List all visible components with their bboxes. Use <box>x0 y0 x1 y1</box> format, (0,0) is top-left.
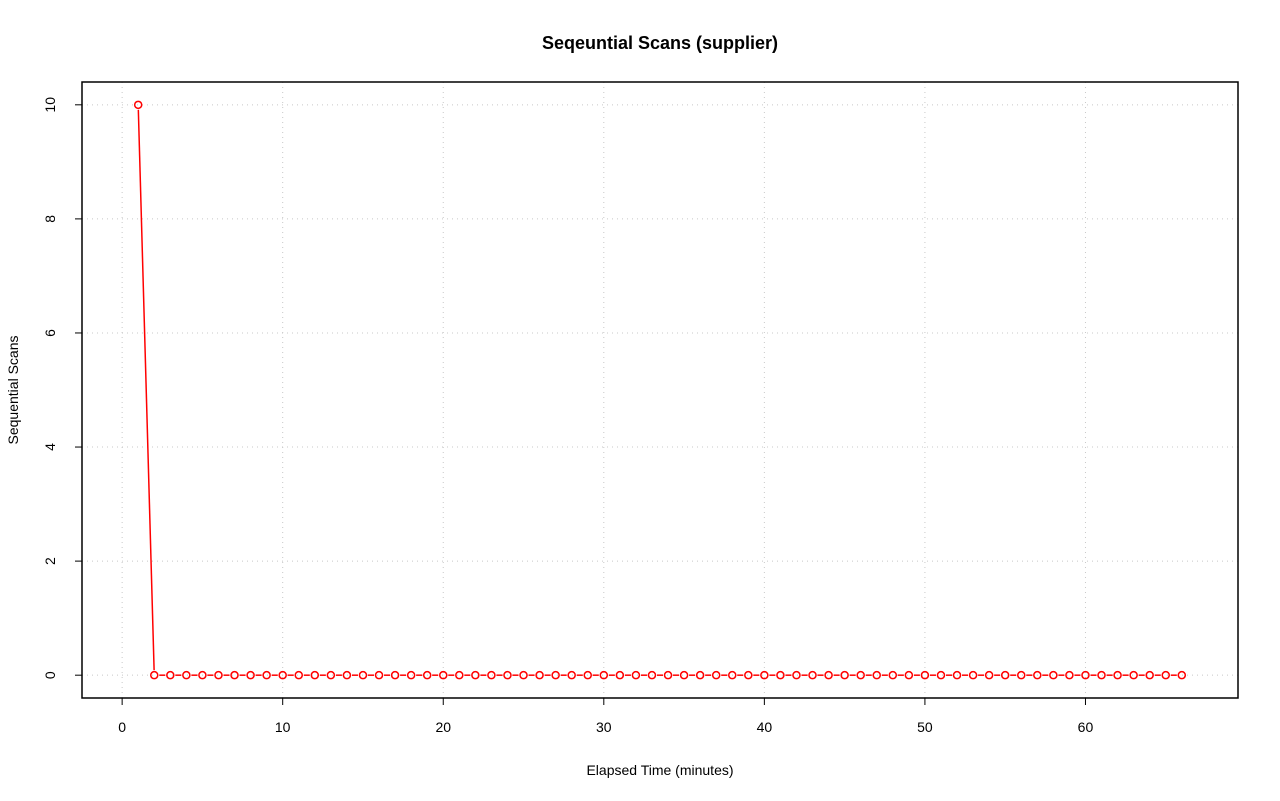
data-point-14 <box>358 670 368 680</box>
y-tick-label-2: 4 <box>42 443 58 451</box>
data-point-12 <box>326 670 336 680</box>
plot-frame <box>81 81 1239 699</box>
data-point-42 <box>808 670 817 680</box>
data-point-30 <box>615 670 625 680</box>
data-point-0 <box>133 100 143 110</box>
data-point-54 <box>1000 670 1010 680</box>
data-point-20 <box>455 670 464 680</box>
data-point-33 <box>663 670 673 680</box>
data-point-51 <box>952 670 962 680</box>
data-point-10 <box>294 670 303 680</box>
data-point-6 <box>230 670 239 680</box>
y-axis-label: Sequential Scans <box>5 336 21 445</box>
data-point-22 <box>487 670 496 680</box>
data-point-26 <box>551 670 560 680</box>
data-point-61 <box>1113 670 1122 680</box>
data-point-32 <box>647 670 657 680</box>
x-tick-label-3: 30 <box>596 719 612 735</box>
x-tick-label-4: 40 <box>757 719 773 735</box>
data-point-64 <box>1161 670 1170 680</box>
chart-title: Seqeuntial Scans (supplier) <box>542 33 778 53</box>
data-point-44 <box>840 670 849 680</box>
data-point-13 <box>342 670 352 680</box>
data-point-50 <box>936 670 946 680</box>
x-tick-label-0: 0 <box>118 719 126 735</box>
x-tick-label-5: 50 <box>917 719 933 735</box>
data-point-24 <box>519 670 528 680</box>
data-point-63 <box>1145 670 1154 680</box>
data-point-17 <box>406 670 416 680</box>
data-point-18 <box>422 670 432 680</box>
data-point-60 <box>1097 670 1106 680</box>
data-point-27 <box>567 670 576 680</box>
data-point-5 <box>214 670 223 680</box>
series-supplier <box>133 100 1187 680</box>
data-point-23 <box>503 670 512 680</box>
y-tick-label-5: 10 <box>42 97 58 113</box>
data-point-21 <box>471 670 480 680</box>
data-point-28 <box>583 670 592 680</box>
data-point-49 <box>920 670 930 680</box>
data-point-25 <box>535 670 544 680</box>
x-tick-label-6: 60 <box>1078 719 1094 735</box>
data-point-38 <box>744 670 753 680</box>
data-point-59 <box>1081 670 1090 680</box>
data-point-36 <box>711 670 721 680</box>
y-tick-label-1: 2 <box>42 557 58 565</box>
data-point-31 <box>631 670 641 680</box>
data-point-53 <box>984 670 994 680</box>
data-point-55 <box>1017 670 1026 680</box>
x-tick-label-2: 20 <box>435 719 451 735</box>
data-point-7 <box>246 670 255 680</box>
data-point-65 <box>1177 670 1187 680</box>
data-point-16 <box>390 670 400 680</box>
data-point-58 <box>1065 670 1074 680</box>
x-tick-label-1: 10 <box>275 719 291 735</box>
data-point-8 <box>262 670 271 680</box>
data-point-41 <box>792 670 801 680</box>
data-point-62 <box>1129 670 1138 680</box>
data-point-2 <box>166 670 175 680</box>
y-tick-label-4: 8 <box>42 215 58 223</box>
data-point-15 <box>374 670 384 680</box>
data-point-48 <box>904 670 914 680</box>
data-point-40 <box>776 670 785 680</box>
gridlines <box>82 82 1238 698</box>
data-point-52 <box>968 670 978 680</box>
data-point-35 <box>695 670 705 680</box>
y-tick-label-3: 6 <box>42 329 58 337</box>
data-point-47 <box>888 670 898 680</box>
data-point-45 <box>856 670 865 680</box>
data-point-43 <box>824 670 833 680</box>
data-point-3 <box>182 670 191 680</box>
data-point-46 <box>872 670 881 680</box>
data-point-34 <box>679 670 689 680</box>
x-axis-label: Elapsed Time (minutes) <box>586 762 733 778</box>
data-point-1 <box>150 670 159 680</box>
data-point-4 <box>198 670 207 680</box>
data-point-56 <box>1033 670 1042 680</box>
data-point-37 <box>728 670 737 680</box>
axes: 0 10 20 30 40 50 60 0 2 4 6 8 10 <box>42 97 1093 735</box>
data-point-19 <box>439 670 448 680</box>
data-point-39 <box>760 670 769 680</box>
data-point-57 <box>1049 670 1058 680</box>
data-point-29 <box>599 670 609 680</box>
series-segment-0 <box>137 109 155 671</box>
data-point-11 <box>310 670 320 680</box>
data-point-9 <box>278 670 287 680</box>
y-tick-label-0: 0 <box>42 671 58 679</box>
